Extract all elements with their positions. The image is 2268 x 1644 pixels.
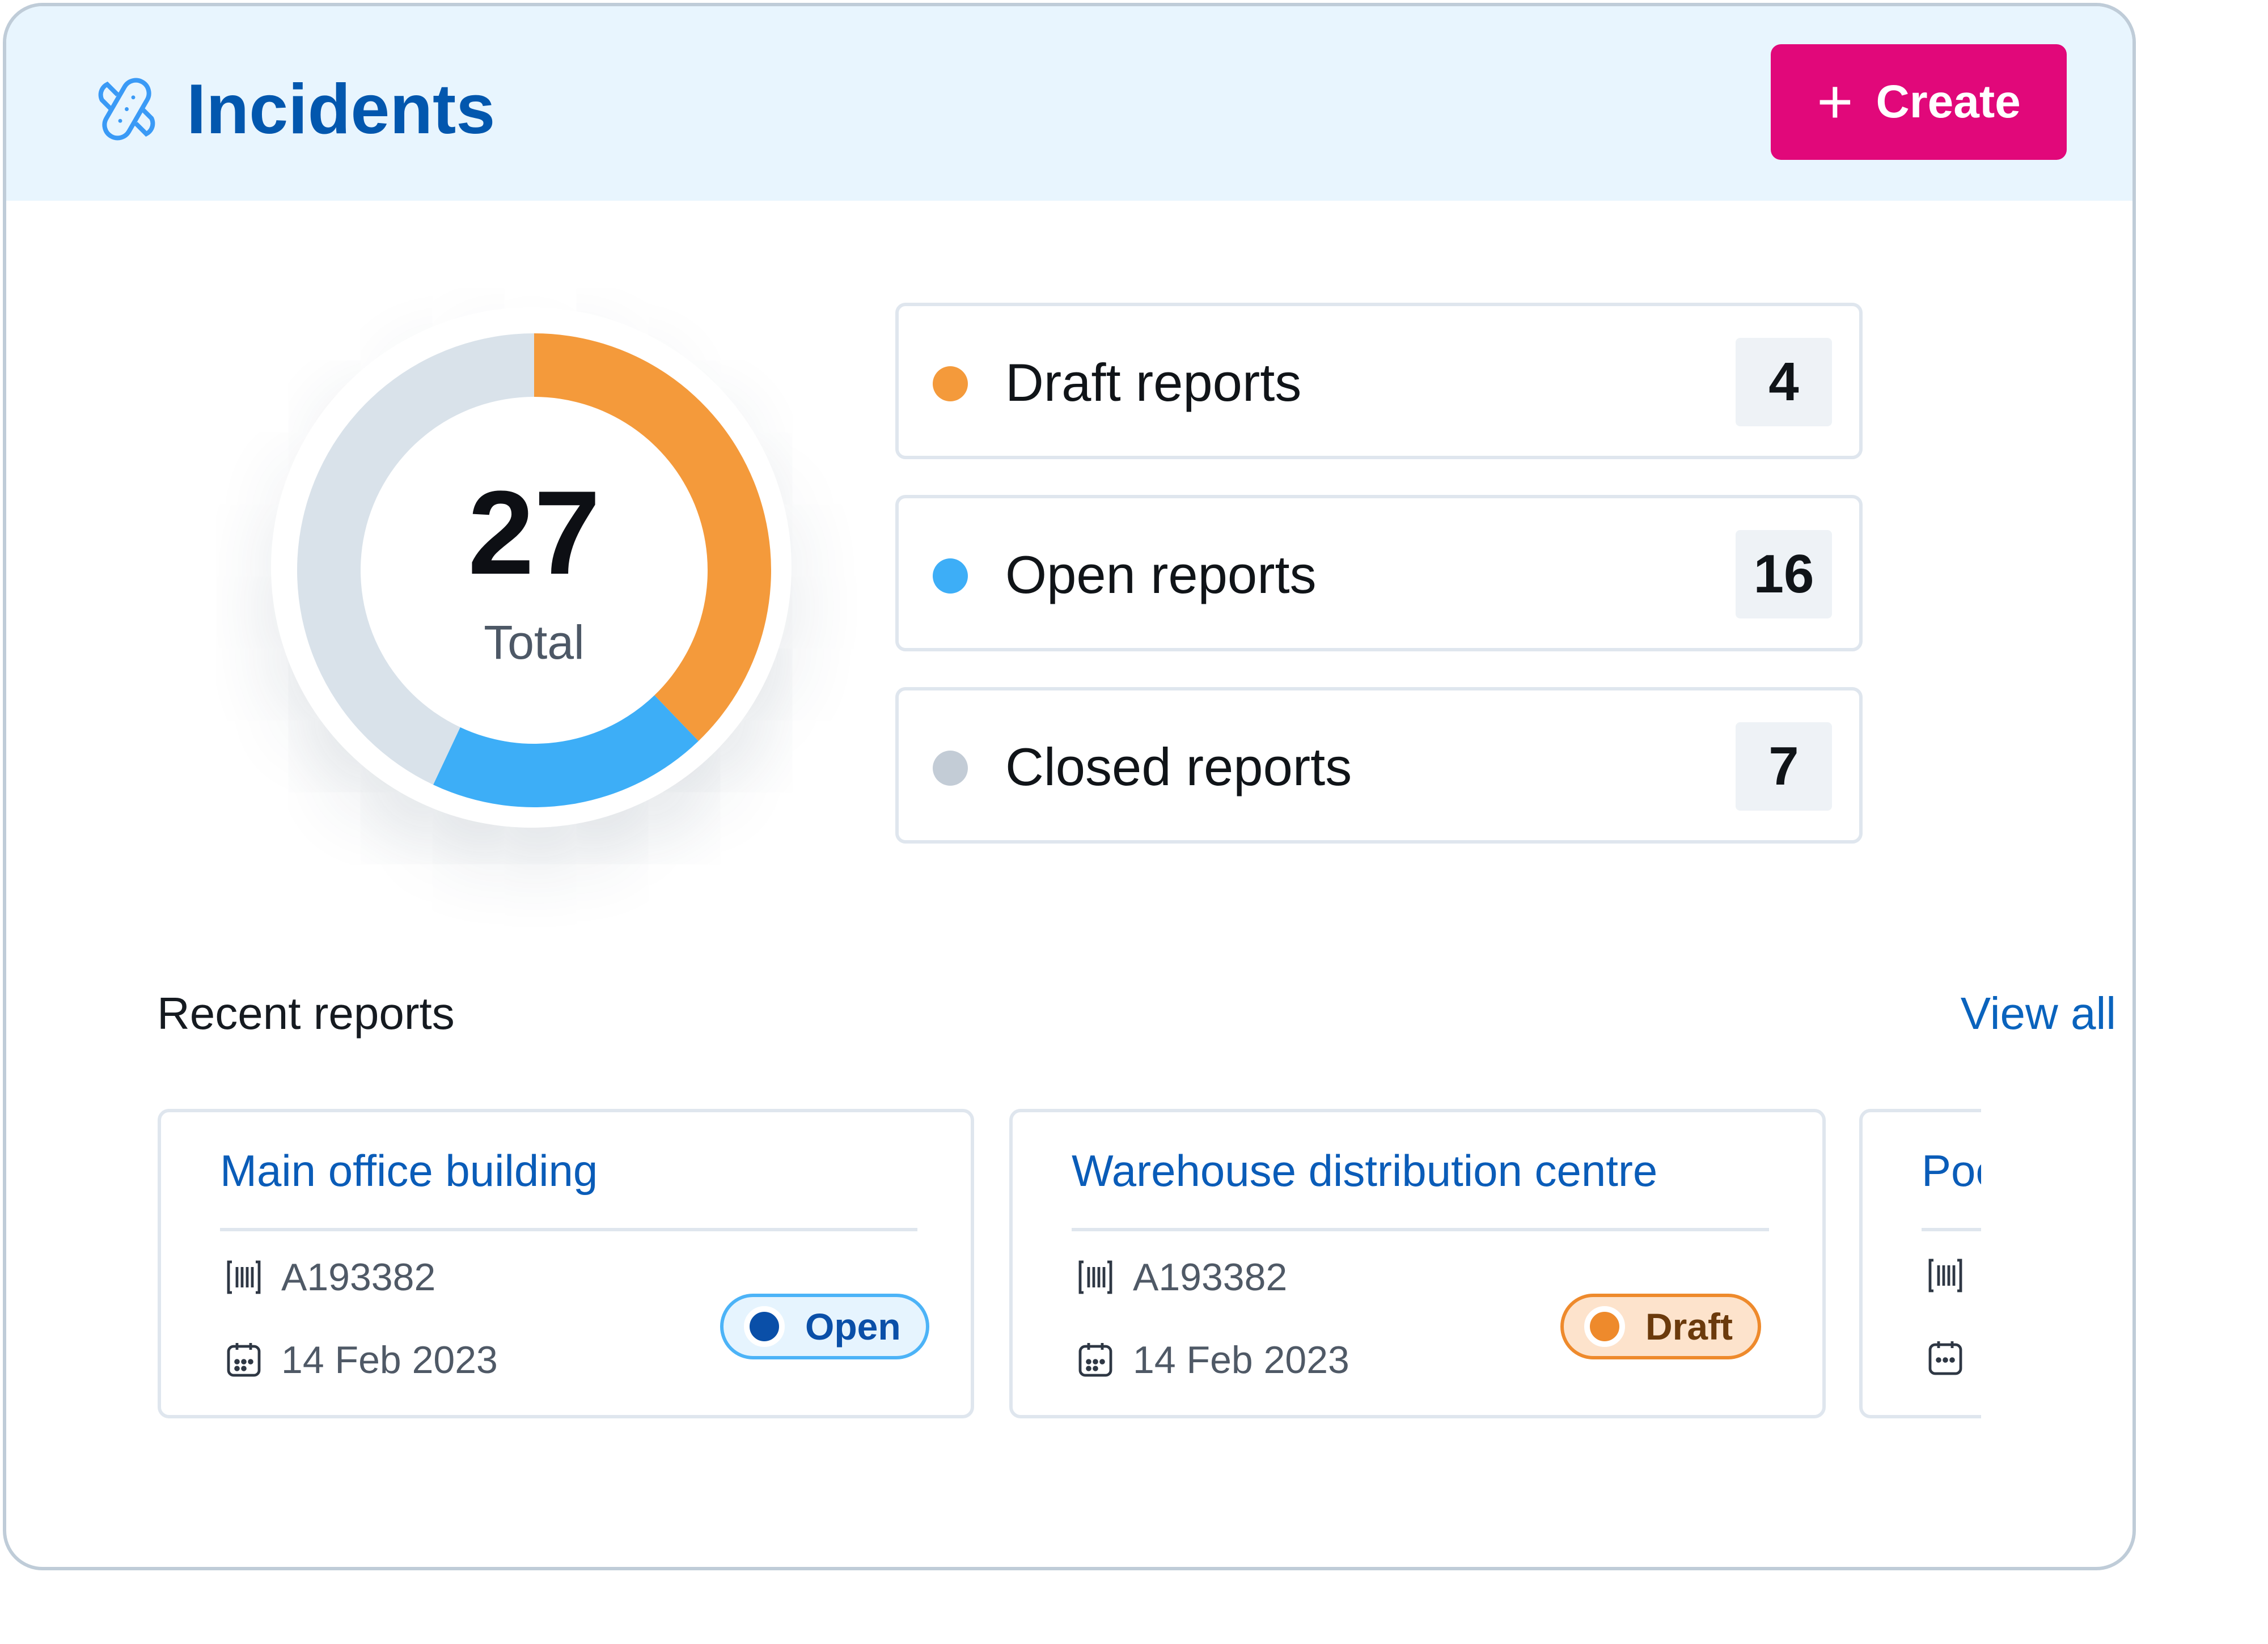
report-card[interactable]: Warehouse distribution centre A193382 14…: [1009, 1109, 1826, 1418]
view-all-link[interactable]: View all: [1960, 988, 2116, 1039]
calendar-icon: [1078, 1343, 1112, 1377]
draft-dot-icon: [933, 366, 968, 401]
header: Incidents + Create: [6, 6, 2132, 201]
open-dot-icon: [933, 558, 968, 594]
report-card[interactable]: Main office building A193382 14 Feb 2023…: [158, 1109, 974, 1418]
status-label: Draft: [1645, 1306, 1733, 1348]
divider: [1922, 1228, 1981, 1231]
status-donut-chart: [297, 333, 771, 807]
report-title[interactable]: Poc: [1922, 1146, 1981, 1196]
status-badge-open: Open: [720, 1294, 929, 1359]
status-dot-icon: [744, 1306, 785, 1347]
create-label: Create: [1876, 76, 2021, 128]
create-button[interactable]: + Create: [1771, 44, 2067, 160]
stat-open-reports[interactable]: Open reports 16: [895, 495, 1863, 651]
stat-count: 16: [1736, 530, 1832, 618]
barcode-icon: [227, 1260, 261, 1294]
report-id: A193382: [281, 1256, 436, 1299]
donut-segment-closed: [297, 333, 534, 785]
divider: [1072, 1228, 1769, 1231]
recent-reports-carousel: Main office building A193382 14 Feb 2023…: [154, 1105, 1981, 1423]
total-count: 27: [468, 466, 600, 599]
report-date: 14 Feb 2023: [1133, 1338, 1349, 1382]
report-id: A193382: [1133, 1256, 1288, 1299]
stat-label: Open reports: [1005, 545, 1317, 604]
plus-icon: +: [1817, 67, 1854, 137]
total-label: Total: [484, 616, 585, 669]
calendar-icon: [1928, 1341, 1962, 1375]
divider: [220, 1228, 917, 1231]
stat-count: 4: [1736, 338, 1832, 426]
closed-dot-icon: [933, 751, 968, 786]
donut-segment-open: [433, 695, 699, 807]
calendar-icon: [227, 1343, 261, 1377]
report-title[interactable]: Warehouse distribution centre: [1072, 1146, 1658, 1196]
stat-label: Draft reports: [1005, 353, 1302, 412]
bandage-icon: [98, 78, 155, 141]
barcode-icon: [1078, 1260, 1112, 1294]
recent-reports-heading: Recent reports: [157, 988, 455, 1039]
donut-segment-draft: [534, 333, 771, 742]
stat-closed-reports[interactable]: Closed reports 7: [895, 687, 1863, 844]
status-dot-icon: [1584, 1306, 1625, 1347]
stat-count: 7: [1736, 722, 1832, 811]
stat-draft-reports[interactable]: Draft reports 4: [895, 303, 1863, 459]
stat-label: Closed reports: [1005, 737, 1352, 796]
barcode-icon: [1928, 1259, 1962, 1293]
status-badge-draft: Draft: [1560, 1294, 1762, 1359]
report-card[interactable]: Poc: [1859, 1109, 1981, 1418]
report-date: 14 Feb 2023: [281, 1338, 498, 1382]
report-title[interactable]: Main office building: [220, 1146, 598, 1196]
page-title: Incidents: [187, 70, 496, 149]
status-label: Open: [805, 1306, 901, 1348]
